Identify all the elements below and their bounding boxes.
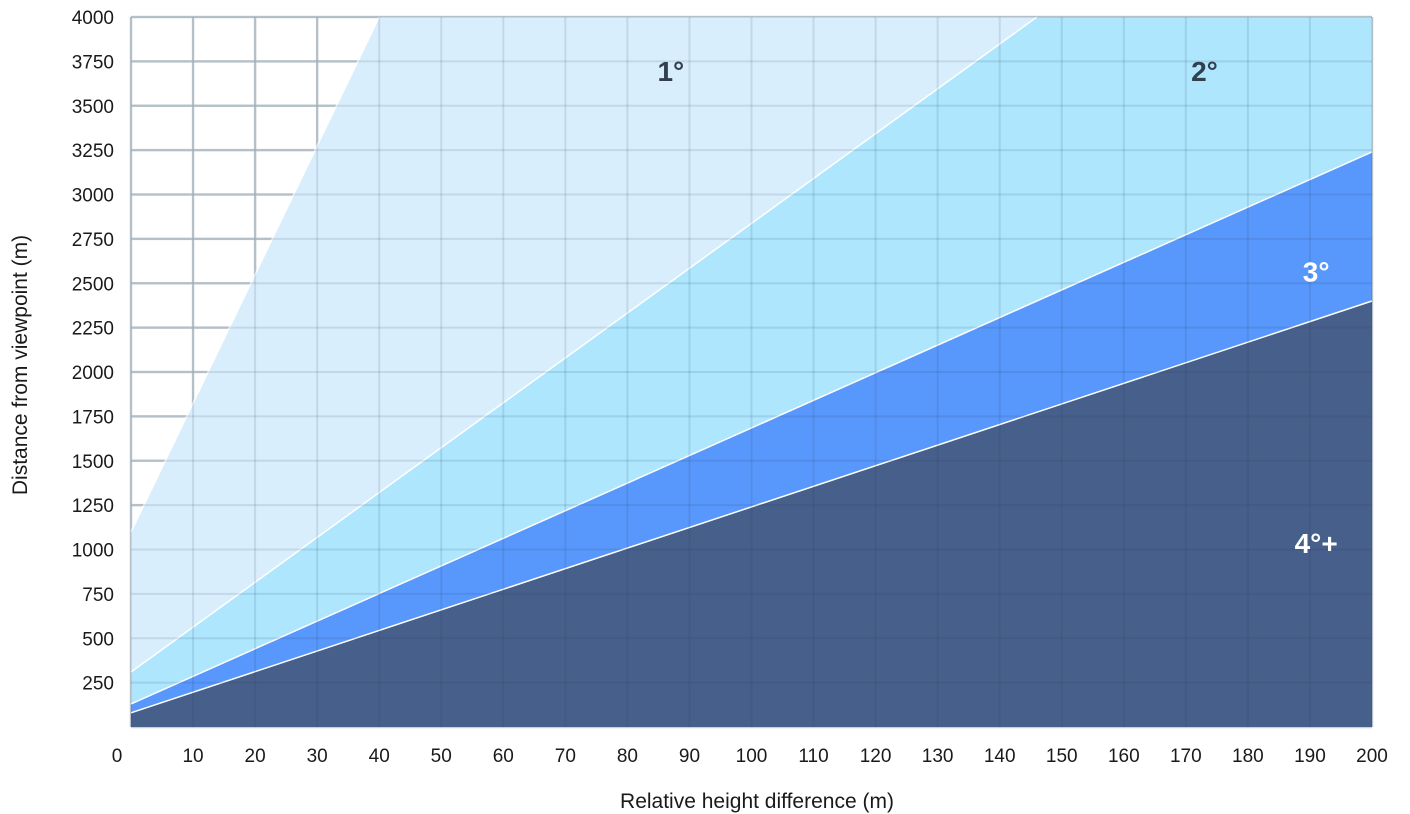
grid-overlay bbox=[130, 16, 1373, 727]
x-tick-label-9: 90 bbox=[679, 746, 700, 767]
x-tick-label-0: 0 bbox=[112, 746, 123, 767]
y-tick-label-2: 750 bbox=[82, 585, 114, 606]
x-tick-label-11: 110 bbox=[798, 746, 828, 767]
band-label-0: 1° bbox=[657, 56, 684, 87]
band-label-3: 4°+ bbox=[1295, 528, 1338, 559]
y-tick-label-13: 3500 bbox=[72, 97, 114, 118]
band-label-2: 3° bbox=[1303, 256, 1330, 287]
x-tick-label-1: 10 bbox=[182, 746, 203, 767]
x-tick-label-14: 140 bbox=[984, 746, 1016, 767]
band-boundary-2 bbox=[130, 151, 1373, 705]
x-tick-label-6: 60 bbox=[493, 746, 514, 767]
y-tick-label-7: 2000 bbox=[72, 363, 114, 384]
bands bbox=[130, 16, 1373, 727]
band-labels: 1° 2° 3° 4°+ bbox=[657, 56, 1337, 559]
band-label-1: 2° bbox=[1191, 56, 1218, 87]
y-tick-label-9: 2500 bbox=[72, 274, 114, 295]
y-tick-label-5: 1500 bbox=[72, 452, 114, 473]
y-tick-label-11: 3000 bbox=[72, 186, 114, 207]
y-tick-label-8: 2250 bbox=[72, 319, 114, 340]
x-tick-label-16: 160 bbox=[1108, 746, 1140, 767]
x-tick-label-4: 40 bbox=[369, 746, 390, 767]
y-tick-label-10: 2750 bbox=[72, 230, 114, 251]
x-tick-label-12: 120 bbox=[860, 746, 892, 767]
x-tick-label-5: 50 bbox=[431, 746, 452, 767]
x-tick-label-3: 30 bbox=[307, 746, 328, 767]
x-axis-title: Relative height difference (m) bbox=[620, 790, 894, 813]
y-tick-label-0: 250 bbox=[82, 674, 114, 695]
y-tick-label-12: 3250 bbox=[72, 141, 114, 162]
y-axis-title: Distance from viewpoint (m) bbox=[9, 235, 32, 495]
y-tick-label-3: 1000 bbox=[72, 541, 114, 562]
y-tick-label-1: 500 bbox=[82, 629, 114, 650]
band-boundary-0 bbox=[130, 16, 380, 533]
y-tick-label-6: 1750 bbox=[72, 407, 114, 428]
x-tick-label-8: 80 bbox=[617, 746, 638, 767]
x-tick-label-10: 100 bbox=[736, 746, 768, 767]
y-tick-label-14: 3750 bbox=[72, 52, 114, 73]
y-tick-label-15: 4000 bbox=[72, 8, 114, 29]
x-tick-label-2: 20 bbox=[245, 746, 266, 767]
y-tick-label-4: 1250 bbox=[72, 496, 114, 517]
x-tick-label-19: 190 bbox=[1294, 746, 1326, 767]
band-boundary-1 bbox=[130, 16, 1038, 673]
x-tick-label-13: 130 bbox=[922, 746, 954, 767]
band-boundary-3 bbox=[130, 300, 1373, 714]
band-area-3 bbox=[131, 301, 1372, 727]
x-tick-label-17: 170 bbox=[1170, 746, 1202, 767]
tick-labels: 0 10 20 30 40 50 60 70 80 90 100 110 120 130 140 150 160… bbox=[72, 8, 1388, 767]
x-tick-label-20: 200 bbox=[1356, 746, 1388, 767]
x-tick-label-15: 150 bbox=[1046, 746, 1078, 767]
x-tick-label-7: 70 bbox=[555, 746, 576, 767]
x-tick-label-18: 180 bbox=[1232, 746, 1264, 767]
